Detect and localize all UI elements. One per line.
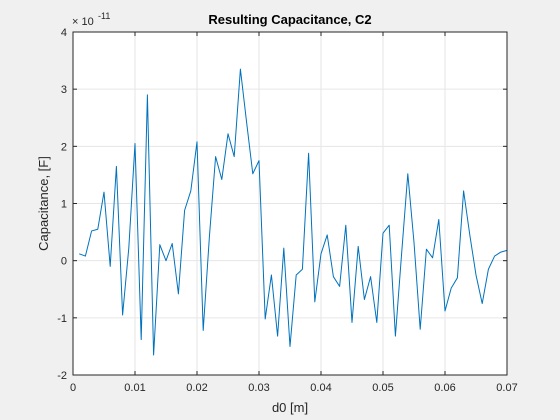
x-ticks: 0 0.01 0.02 0.03 0.04 0.05 0.06 0.07 <box>70 32 518 394</box>
series-layer <box>79 68 508 356</box>
x-tick-label: 0.01 <box>124 382 145 394</box>
x-tick-label: 0.04 <box>310 382 331 394</box>
x-tick-label: 0.02 <box>186 382 207 394</box>
y-ticks: -2 -1 0 1 2 3 4 <box>57 27 507 382</box>
y-tick-label: -1 <box>57 313 67 325</box>
chart-title: Resulting Capacitance, C2 <box>208 12 371 27</box>
y-tick-label: -2 <box>57 370 67 382</box>
y-exponent-power: -11 <box>98 11 110 21</box>
x-tick-label: 0.05 <box>372 382 393 394</box>
y-tick-label: 2 <box>61 141 67 153</box>
y-axis-label: Capacitance, [F] <box>36 156 51 251</box>
x-tick-label: 0 <box>70 382 76 394</box>
series-line <box>79 68 508 356</box>
y-tick-label: 4 <box>61 27 67 39</box>
y-tick-label: 3 <box>61 84 67 96</box>
y-tick-label: 1 <box>61 199 67 211</box>
x-tick-label: 0.07 <box>496 382 517 394</box>
x-axis-label: d0 [m] <box>272 400 308 415</box>
x-tick-label: 0.06 <box>434 382 455 394</box>
y-tick-label: 0 <box>61 256 67 268</box>
y-exponent-base: × 10 <box>72 16 94 28</box>
x-tick-label: 0.03 <box>248 382 269 394</box>
